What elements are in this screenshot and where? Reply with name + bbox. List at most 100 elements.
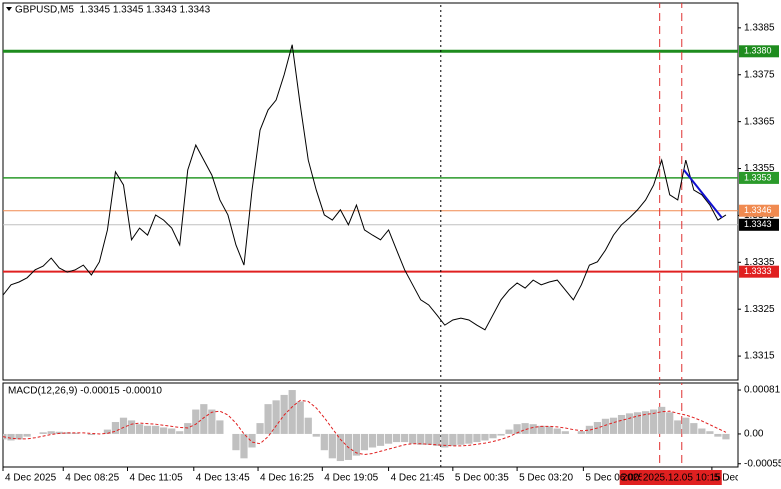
macd-bar	[642, 411, 650, 434]
main-frame	[2, 2, 739, 381]
trend-line	[682, 169, 723, 219]
macd-bar	[208, 409, 216, 434]
macd-bar	[240, 433, 248, 459]
macd-bar	[633, 412, 642, 434]
macd-bar	[232, 433, 240, 451]
macd-bar	[360, 433, 369, 451]
symbol-icon	[6, 7, 12, 11]
price-level-label: 1.3353	[744, 172, 772, 182]
macd-bar	[304, 417, 312, 434]
macd-bar	[690, 423, 698, 434]
macd-bar	[481, 433, 489, 441]
price-line	[3, 44, 727, 331]
y-tick-label: 1.3335	[744, 257, 775, 268]
macd-bar	[376, 433, 385, 446]
price-level-box	[739, 171, 779, 184]
macd-bar	[449, 433, 457, 446]
macd-bar	[216, 420, 224, 434]
x-tick-label: 4 Dec 16:25	[260, 473, 314, 484]
macd-bar	[497, 433, 505, 436]
y-tick-label: 1.3315	[744, 351, 775, 362]
macd-bar	[384, 433, 393, 444]
macd-bar	[184, 423, 192, 434]
macd-bar	[617, 414, 626, 434]
macd-bar	[698, 428, 706, 434]
macd-bar	[505, 429, 513, 434]
macd-bar	[625, 413, 634, 434]
cursor-label-box	[641, 470, 722, 485]
macd-bar	[585, 425, 594, 434]
main-plot	[3, 3, 738, 380]
x-tick-label: 4 Dec 21:45	[391, 473, 445, 484]
macd-bar	[39, 432, 47, 434]
macd-bar	[135, 424, 144, 434]
x-tick-label: 4 Dec 13:45	[196, 473, 250, 484]
y-tick-label: -0.00055	[744, 458, 781, 469]
overlays: GBPUSD,M5 1.3345 1.3345 1.3343 1.3343 MA…	[6, 5, 211, 397]
macd-bar	[577, 431, 585, 434]
y-tick-label: 1.3325	[744, 304, 775, 315]
price-level-box	[739, 45, 779, 58]
macd-bar	[706, 431, 714, 434]
price-level-box	[739, 218, 779, 231]
y-tick-label: 1.3375	[744, 69, 775, 80]
macd-bar	[529, 424, 537, 434]
x-tick-label: 5 Dec 11:20	[714, 473, 768, 484]
macd-bar	[111, 422, 120, 434]
macd-bar	[264, 404, 272, 434]
macd-bar	[127, 420, 136, 434]
macd-bar	[192, 409, 200, 434]
macd-bar	[336, 433, 344, 462]
macd-bar	[465, 433, 473, 444]
y-tick-label: 0.00	[744, 429, 764, 440]
macd-bar	[63, 432, 71, 434]
cursor-label: 2025.12.05 10:15	[643, 473, 721, 484]
macd-bar	[272, 400, 280, 434]
macd-bar	[473, 433, 481, 443]
macd-bar	[143, 425, 152, 434]
macd-bar	[561, 431, 569, 434]
macd-bar	[601, 418, 610, 434]
macd-frame	[2, 382, 739, 468]
macd-bar	[666, 412, 674, 434]
y-tick-label: 0.00081	[744, 385, 781, 396]
macd-bar	[401, 433, 409, 443]
macd-bar	[392, 433, 401, 443]
macd-bar	[714, 433, 722, 437]
price-level-box	[739, 204, 779, 217]
price-level-label: 1.3346	[744, 205, 772, 215]
x-tick-label: 5 Dec 03:20	[519, 473, 573, 484]
macd-bar	[119, 417, 128, 434]
price-level-label: 1.3343	[744, 219, 772, 229]
macd-bar	[521, 423, 529, 434]
macd-bar	[368, 433, 377, 448]
macd-bar	[47, 431, 55, 434]
macd-bar	[312, 433, 320, 437]
signal-line	[3, 399, 727, 456]
macd-bar	[674, 420, 682, 434]
macd-bar	[441, 433, 449, 448]
macd-bar	[248, 433, 256, 448]
macd-bar	[160, 427, 168, 434]
x-tick-label: 4 Dec 19:05	[324, 473, 378, 484]
macd-bar	[256, 423, 264, 434]
symbol-title: GBPUSD,M5 1.3345 1.3345 1.3343 1.3343	[15, 5, 211, 16]
macd-bar	[658, 406, 666, 434]
macd-bar	[513, 424, 521, 434]
price-level-label: 1.3380	[744, 46, 772, 56]
price-level-box	[739, 265, 779, 278]
y-tick-label: 1.3365	[744, 116, 775, 127]
macd-bar	[87, 433, 95, 436]
x-tick-label: 4 Dec 08:25	[65, 473, 119, 484]
macd-bar	[168, 428, 176, 434]
macd-bar	[489, 433, 497, 439]
macd-bar	[328, 433, 336, 459]
macd-bar	[15, 433, 23, 440]
time-axis: 4 Dec 2025 4 Dec 08:25 4 Dec 11:05 4 Dec 13…	[5, 473, 768, 484]
macd-bar	[537, 425, 545, 434]
macd-bar	[71, 432, 79, 434]
macd-bar	[682, 417, 690, 434]
